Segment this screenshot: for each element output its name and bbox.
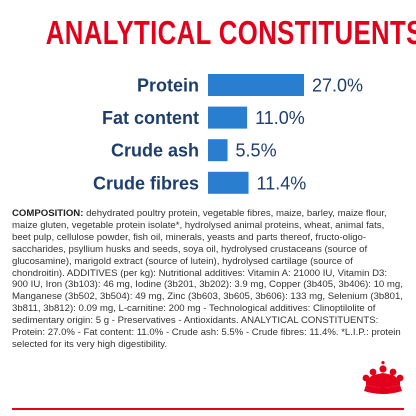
value-label: 11.4%: [257, 173, 307, 193]
crown-logo-icon: [362, 361, 404, 394]
analytical-constituents-chart: Protein 27.0% Fat content 11.0% Crude ash 5.5…: [93, 74, 363, 194]
bar: [208, 171, 249, 194]
composition-text: dehydrated poultry protein, vegetable fi…: [12, 208, 403, 350]
value-label: 11.0%: [255, 108, 305, 128]
bar: [208, 106, 248, 129]
value-label: 27.0%: [312, 76, 363, 96]
bar: [208, 139, 228, 162]
composition-block: COMPOSITION: dehydrated poultry protein,…: [12, 208, 404, 351]
bar: [208, 74, 304, 96]
bottom-divider: [12, 408, 404, 410]
composition-heading: COMPOSITION:: [12, 208, 84, 219]
category-label: Fat content: [102, 108, 199, 128]
category-label: Crude fibres: [93, 173, 199, 193]
value-label: 5.5%: [236, 141, 277, 161]
category-label: Crude ash: [111, 141, 199, 161]
page-title: ANALYTICAL CONSTITUENTS: [45, 14, 416, 51]
category-label: Protein: [137, 76, 199, 96]
